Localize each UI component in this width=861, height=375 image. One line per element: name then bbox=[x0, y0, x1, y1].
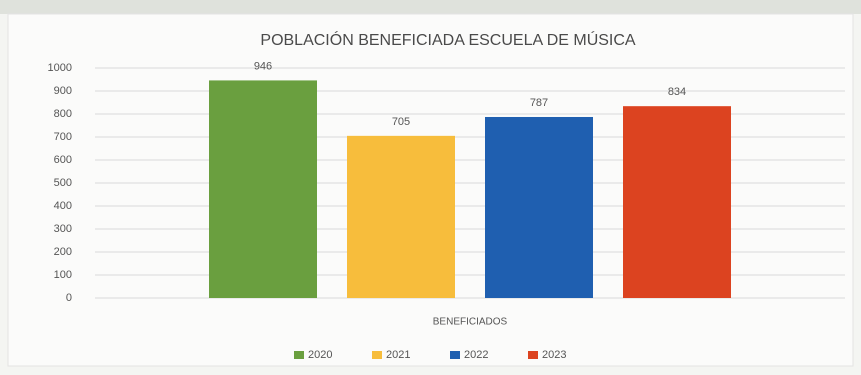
bar bbox=[347, 135, 455, 298]
legend-swatch bbox=[450, 351, 460, 359]
legend-swatch bbox=[372, 351, 382, 359]
legend-label: 2022 bbox=[464, 349, 488, 361]
chart-title: POBLACIÓN BENEFICIADA ESCUELA DE MÚSICA bbox=[260, 30, 636, 49]
value-label: 834 bbox=[668, 86, 686, 98]
bar bbox=[485, 116, 593, 299]
legend-swatch bbox=[294, 351, 304, 359]
y-tick-label: 400 bbox=[54, 200, 72, 212]
y-tick-label: 500 bbox=[54, 177, 72, 189]
y-tick-label: 900 bbox=[54, 85, 72, 97]
x-tick-label: BENEFICIADOS bbox=[433, 317, 508, 328]
value-label: 787 bbox=[530, 97, 548, 109]
legend-swatch bbox=[528, 351, 538, 359]
bar bbox=[623, 106, 731, 299]
y-tick-label: 200 bbox=[54, 246, 72, 258]
bar bbox=[209, 80, 317, 298]
y-tick-label: 700 bbox=[54, 131, 72, 143]
y-tick-label: 600 bbox=[54, 154, 72, 166]
top-strip bbox=[0, 0, 861, 14]
y-tick-label: 0 bbox=[66, 292, 72, 304]
y-tick-label: 100 bbox=[54, 269, 72, 281]
legend-label: 2020 bbox=[308, 349, 332, 361]
value-label: 705 bbox=[392, 116, 410, 128]
legend-label: 2021 bbox=[386, 349, 410, 361]
legend-label: 2023 bbox=[542, 349, 566, 361]
y-tick-label: 800 bbox=[54, 108, 72, 120]
value-label: 946 bbox=[254, 60, 272, 72]
y-tick-label: 1000 bbox=[48, 62, 72, 74]
y-tick-label: 300 bbox=[54, 223, 72, 235]
